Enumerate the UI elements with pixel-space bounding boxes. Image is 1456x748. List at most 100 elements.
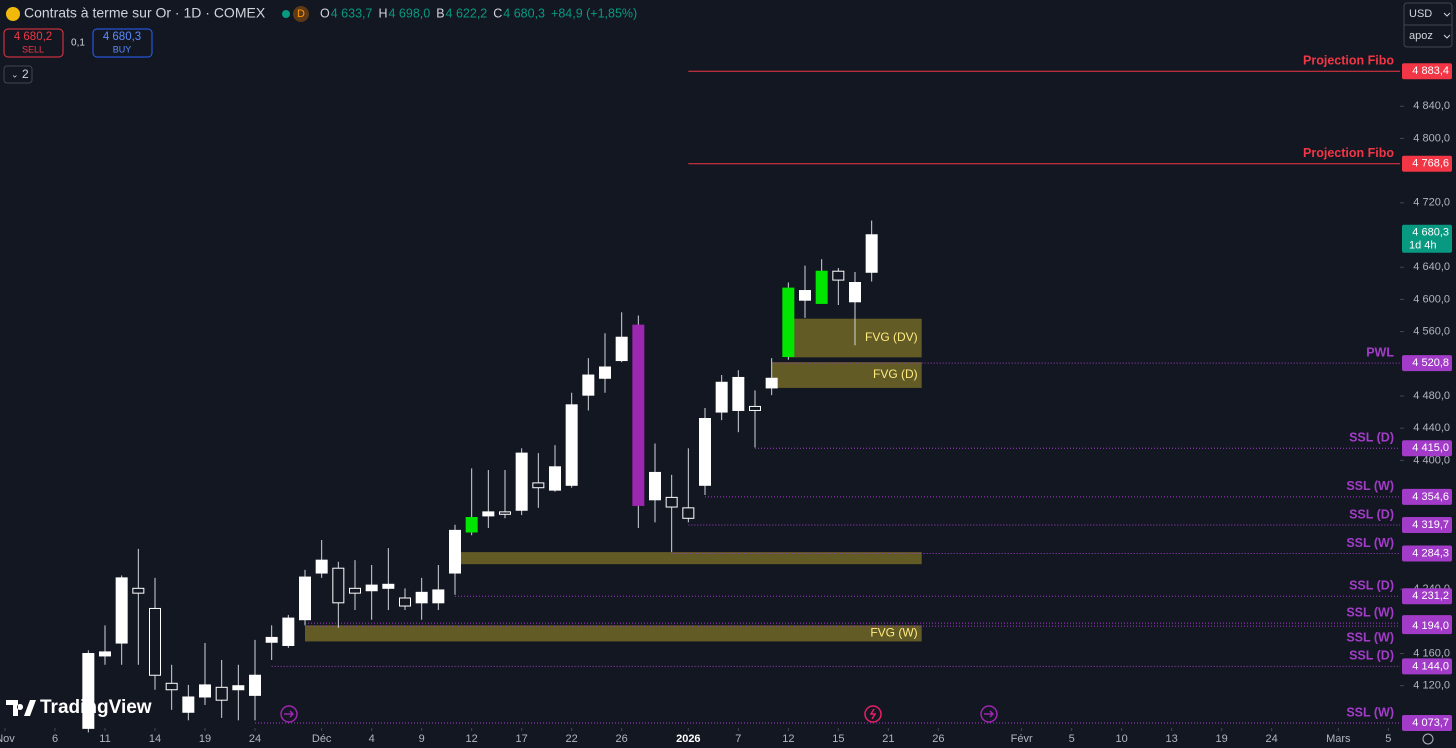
sell-label[interactable]: SELL	[22, 44, 44, 54]
sell-price[interactable]: 4 680,2	[14, 31, 52, 43]
ohlc-value: 4 633,7	[331, 6, 373, 20]
candle-body	[165, 682, 178, 691]
x-tick-label: 7	[735, 733, 741, 745]
buy-label[interactable]: BUY	[113, 44, 132, 54]
x-tick-label: 15	[832, 733, 844, 745]
candle-body	[732, 376, 745, 411]
level-tag	[1402, 355, 1452, 372]
candle-body	[115, 577, 128, 644]
candle-body	[299, 576, 311, 621]
event-icons	[280, 705, 998, 723]
logo-mark	[6, 700, 36, 716]
x-tick-label: 13	[1166, 733, 1178, 745]
y-tick-label: 4 400,0	[1413, 454, 1450, 466]
spread: 0,1	[71, 38, 85, 49]
level-tag-label: 4 883,4	[1412, 65, 1449, 77]
candle-body	[365, 584, 378, 592]
last-price-label: 4 680,3	[1412, 227, 1449, 239]
buy-button[interactable]	[92, 28, 153, 58]
y-tick-label: 4 440,0	[1413, 422, 1450, 434]
x-tick-label: 24	[1266, 733, 1278, 745]
x-tick-label: 19	[199, 733, 211, 745]
event-icon[interactable]	[864, 705, 882, 723]
level-tag	[1402, 155, 1452, 172]
level-tag	[1402, 63, 1452, 80]
candle-body	[565, 404, 578, 486]
x-tick-label: 21	[882, 733, 894, 745]
candle-body	[465, 517, 478, 533]
candle-body	[532, 482, 545, 489]
ohlc-key: B	[436, 6, 444, 20]
candle-body	[449, 529, 461, 574]
x-tick-label: 14	[149, 733, 161, 745]
price-axis-bg	[1400, 0, 1456, 748]
event-icon[interactable]	[980, 705, 998, 723]
level-tag-label: 4 354,6	[1412, 491, 1449, 503]
indicator-count[interactable]: 2	[22, 67, 29, 81]
x-tick-label: 5	[1069, 733, 1075, 745]
level-tag	[1402, 488, 1452, 505]
x-tick-label: 4	[369, 733, 375, 745]
y-tick-label: 4 120,0	[1413, 680, 1450, 692]
candle-body	[582, 374, 595, 396]
scale-mode[interactable]: apoz	[1409, 30, 1433, 42]
event-icon[interactable]	[280, 705, 298, 723]
chevron: ⌄	[11, 69, 19, 79]
ohlc-key: O	[320, 6, 330, 20]
x-tick-label: 2026	[676, 733, 700, 745]
candle-body	[349, 587, 361, 594]
candle-body	[665, 496, 678, 508]
x-tick-label: 19	[1216, 733, 1228, 745]
candle-body	[499, 511, 511, 515]
candle-body	[615, 336, 628, 362]
logo: TradingView	[40, 697, 152, 718]
x-tick-label: Nov	[0, 733, 15, 745]
symbol[interactable]: Contrats à terme sur Or · 1D · COMEX	[24, 5, 266, 21]
y-tick-label: 4 640,0	[1413, 261, 1450, 273]
settings-icon[interactable]	[1422, 733, 1434, 745]
level-tag-label: 4 768,6	[1412, 158, 1449, 170]
dropdown-arrows	[1443, 12, 1451, 39]
y-tick-label: 4 720,0	[1413, 197, 1450, 209]
ohlc-value: 4 698,0	[388, 6, 430, 20]
x-tick-label: Déc	[312, 733, 332, 745]
candle-body	[265, 636, 278, 643]
level-tag	[1402, 545, 1452, 562]
level-tag	[1402, 516, 1452, 533]
x-tick-label: Févr	[1011, 733, 1033, 745]
x-tick-label: 5	[1385, 733, 1391, 745]
plot: FVG (DV) FVG (D) FVG (W) Projection Fibo Pro…	[82, 54, 1400, 733]
candle-body	[699, 418, 711, 486]
x-tick-label: 9	[419, 733, 425, 745]
indicator-toggle[interactable]	[3, 65, 33, 84]
x-tick-label: 22	[566, 733, 578, 745]
buy-price[interactable]: 4 680,3	[103, 31, 141, 43]
sell-button[interactable]	[3, 28, 64, 58]
level-label: SSL (W)	[1346, 630, 1394, 644]
fvg-zone	[455, 552, 922, 565]
event-arrow	[984, 710, 995, 718]
y-tick-label: 4 600,0	[1413, 293, 1450, 305]
fvg-label: FVG (W)	[870, 626, 917, 640]
x-tick-label: 6	[52, 733, 58, 745]
candle-body	[515, 452, 528, 511]
x-tick-label: 26	[932, 733, 944, 745]
level-label: PWL	[1366, 345, 1394, 359]
level-label: Projection Fibo	[1303, 54, 1394, 68]
candle-body	[82, 653, 95, 729]
level-tag	[1402, 658, 1452, 675]
x-tick-label: Mars	[1326, 733, 1351, 745]
level-label: SSL (D)	[1349, 579, 1394, 593]
candle-body	[799, 290, 811, 301]
level-tag	[1402, 618, 1452, 635]
candle-body	[132, 587, 145, 594]
level-tag-label: 4 144,0	[1412, 660, 1449, 672]
candle-body	[849, 281, 861, 303]
x-tick-label: 12	[466, 733, 478, 745]
fvg-zone	[771, 362, 922, 388]
currency[interactable]: USD	[1409, 8, 1432, 20]
event-arrow	[284, 710, 295, 718]
candle-body	[715, 381, 728, 413]
level-tag-label: 4 284,3	[1412, 547, 1449, 559]
